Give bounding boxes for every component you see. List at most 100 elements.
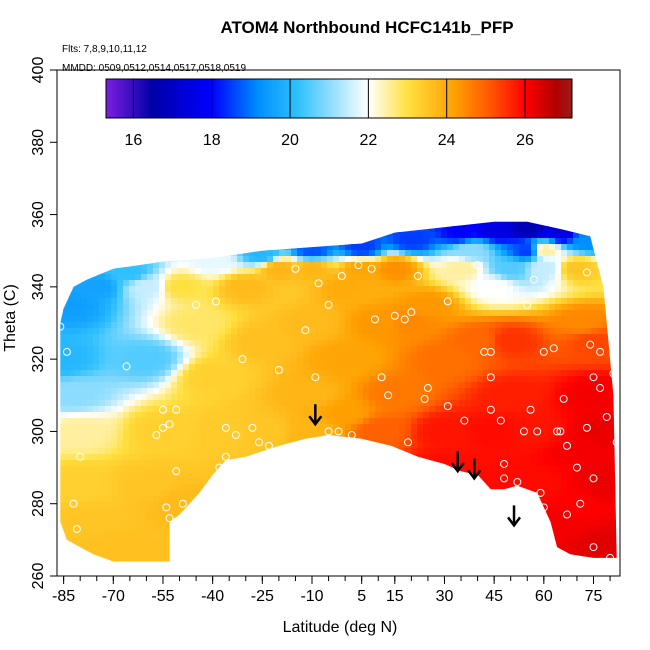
field-cell xyxy=(447,376,454,383)
field-cell xyxy=(459,226,466,233)
field-cell xyxy=(195,370,202,377)
field-cell xyxy=(579,304,586,311)
field-cell xyxy=(243,334,250,341)
field-cell xyxy=(291,268,298,275)
field-cell xyxy=(345,316,352,323)
field-cell xyxy=(129,328,136,335)
field-cell xyxy=(81,376,88,383)
field-cell xyxy=(543,232,550,239)
field-cell xyxy=(231,376,238,383)
field-cell xyxy=(273,346,280,353)
field-cell xyxy=(567,340,574,347)
field-cell xyxy=(177,268,184,275)
field-cell xyxy=(303,280,310,287)
field-cell xyxy=(459,322,466,329)
field-cell xyxy=(201,316,208,323)
field-cell xyxy=(597,376,604,383)
field-cell xyxy=(399,244,406,251)
field-cell xyxy=(201,370,208,377)
field-cell xyxy=(477,232,484,239)
field-cell xyxy=(147,334,154,341)
field-cell xyxy=(363,346,370,353)
field-cell xyxy=(213,280,220,287)
field-cell xyxy=(261,346,268,353)
field-cell xyxy=(249,334,256,341)
field-cell xyxy=(501,244,508,251)
field-cell xyxy=(465,226,472,233)
field-cell xyxy=(585,316,592,323)
field-cell xyxy=(249,310,256,317)
field-cell xyxy=(231,382,238,389)
field-cell xyxy=(123,352,130,359)
field-cell xyxy=(561,364,568,371)
field-cell xyxy=(489,376,496,383)
field-cell xyxy=(183,292,190,299)
field-cell xyxy=(363,286,370,293)
field-cell xyxy=(87,382,94,389)
field-cell xyxy=(339,370,346,377)
field-cell xyxy=(429,280,436,287)
field-cell xyxy=(387,298,394,305)
field-cell xyxy=(465,346,472,353)
field-cell xyxy=(201,382,208,389)
field-cell xyxy=(477,298,484,305)
field-cell xyxy=(189,310,196,317)
field-cell xyxy=(237,340,244,347)
field-cell xyxy=(555,364,562,371)
field-cell xyxy=(537,304,544,311)
field-cell xyxy=(441,256,448,263)
field-cell xyxy=(147,346,154,353)
field-cell xyxy=(507,250,514,257)
field-cell xyxy=(399,352,406,359)
field-cell xyxy=(279,322,286,329)
field-cell xyxy=(567,352,574,359)
field-cell xyxy=(141,346,148,353)
field-cell xyxy=(147,274,154,281)
field-cell xyxy=(255,286,262,293)
field-cell xyxy=(291,292,298,299)
field-cell xyxy=(447,328,454,335)
field-cell xyxy=(579,334,586,341)
field-cell xyxy=(297,274,304,281)
field-cell xyxy=(429,274,436,281)
field-cell xyxy=(429,358,436,365)
field-cell xyxy=(393,244,400,251)
field-cell xyxy=(585,238,592,245)
field-cell xyxy=(231,268,238,275)
field-cell xyxy=(177,340,184,347)
field-cell xyxy=(543,226,550,233)
field-cell xyxy=(399,238,406,245)
field-cell xyxy=(555,268,562,275)
field-cell xyxy=(579,316,586,323)
field-cell xyxy=(447,304,454,311)
field-cell xyxy=(345,364,352,371)
field-cell xyxy=(213,298,220,305)
field-cell xyxy=(183,274,190,281)
field-cell xyxy=(579,232,586,239)
field-cell xyxy=(465,352,472,359)
field-cell xyxy=(567,256,574,263)
field-cell xyxy=(315,292,322,299)
field-cell xyxy=(159,280,166,287)
field-cell xyxy=(603,346,610,353)
field-cell xyxy=(225,256,232,263)
field-cell xyxy=(159,328,166,335)
field-cell xyxy=(201,340,208,347)
field-cell xyxy=(249,370,256,377)
field-cell xyxy=(417,256,424,263)
field-cell xyxy=(459,382,466,389)
field-cell xyxy=(297,268,304,275)
field-cell xyxy=(87,388,94,395)
field-cell xyxy=(303,340,310,347)
field-cell xyxy=(261,298,268,305)
field-cell xyxy=(543,262,550,269)
field-cell xyxy=(519,221,526,227)
field-cell xyxy=(525,364,532,371)
field-cell xyxy=(447,382,454,389)
field-cell xyxy=(363,256,370,263)
field-cell xyxy=(363,376,370,383)
field-cell xyxy=(153,280,160,287)
field-cell xyxy=(573,340,580,347)
field-cell xyxy=(339,328,346,335)
field-cell xyxy=(261,364,268,371)
